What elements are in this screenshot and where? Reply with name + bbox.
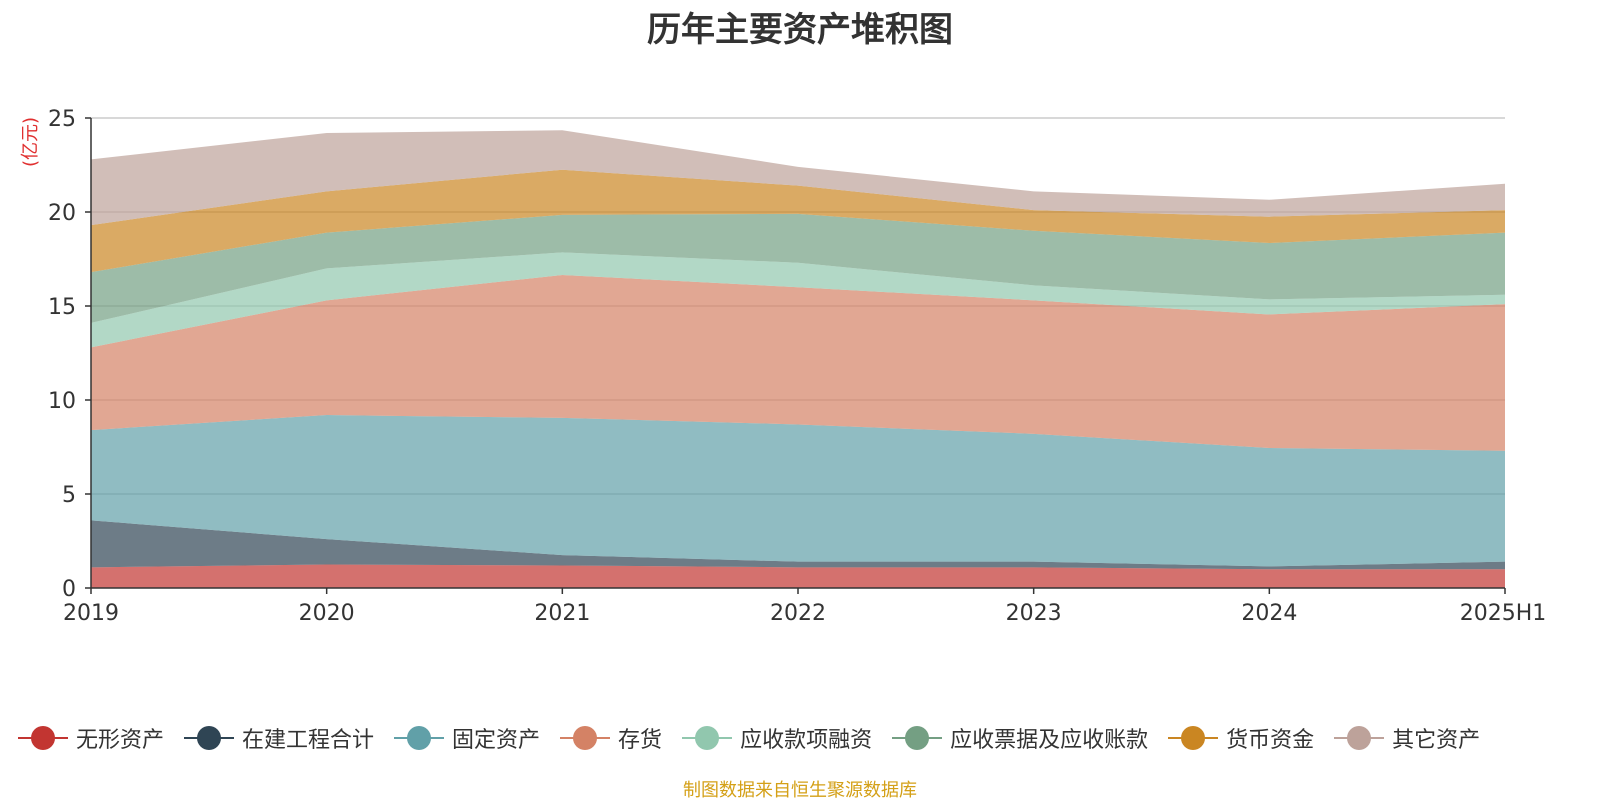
legend-marker-icon [1334, 725, 1385, 751]
legend-item-8[interactable]: 其它资产 [1334, 722, 1480, 754]
chart-title: 历年主要资产堆积图 [647, 10, 953, 50]
area-series-4[interactable] [91, 274, 1505, 451]
legend-item-5[interactable]: 应收款项融资 [682, 722, 872, 754]
y-axis-label: (亿元) [20, 117, 41, 167]
legend-marker-icon [682, 725, 733, 751]
x-tick-label: 2020 [299, 601, 355, 626]
y-tick-label: 25 [48, 107, 76, 132]
area-series-6[interactable] [91, 213, 1505, 323]
x-tick-label: 2025H1 [1460, 601, 1547, 626]
legend-item-4[interactable]: 存货 [560, 722, 662, 754]
legend: 无形资产 在建工程合计 固定资产 存货 应收款项融资 应收票据及应收账款 货币资金 其它资产 [18, 720, 1500, 756]
x-tick-label: 2024 [1241, 601, 1297, 626]
y-tick-label: 15 [48, 295, 76, 320]
legend-marker-icon [394, 725, 445, 751]
legend-marker-icon [184, 725, 235, 751]
legend-item-6[interactable]: 应收票据及应收账款 [892, 722, 1148, 754]
area-series-7[interactable] [91, 169, 1505, 273]
area-series-1[interactable] [91, 564, 1505, 589]
legend-label: 其它资产 [1392, 728, 1481, 753]
source-note: 制图数据来自恒生聚源数据库 [683, 780, 917, 801]
legend-item-1[interactable]: 无形资产 [18, 722, 164, 754]
legend-label: 应收票据及应收账款 [950, 728, 1149, 753]
legend-label: 货币资金 [1226, 728, 1315, 753]
x-tick-label: 2023 [1006, 601, 1062, 626]
legend-label: 存货 [618, 728, 663, 753]
x-tick-label: 2022 [770, 601, 826, 626]
area-series-2[interactable] [91, 520, 1505, 570]
area-series-5[interactable] [91, 252, 1505, 348]
area-series-3[interactable] [91, 415, 1505, 567]
legend-marker-icon [560, 725, 611, 751]
y-tick-label: 5 [62, 483, 76, 508]
y-tick-label: 10 [48, 389, 76, 414]
legend-item-3[interactable]: 固定资产 [394, 722, 540, 754]
area-series-8[interactable] [91, 130, 1505, 226]
legend-marker-icon [18, 725, 68, 751]
area-series [91, 130, 1505, 588]
x-tick-label: 2021 [534, 601, 590, 626]
legend-marker-icon [892, 725, 943, 751]
legend-label: 在建工程合计 [242, 728, 375, 753]
y-tick-label: 0 [62, 577, 76, 602]
legend-marker-icon [1168, 725, 1219, 751]
legend-item-2[interactable]: 在建工程合计 [184, 722, 374, 754]
x-tick-label: 2019 [63, 601, 119, 626]
legend-label: 无形资产 [76, 728, 165, 753]
axes: 0 5 10 15 20 25 2019 2020 2021 2022 2023 2024 2025H1 [48, 107, 1546, 626]
legend-item-7[interactable]: 货币资金 [1168, 722, 1314, 754]
legend-label: 固定资产 [452, 728, 541, 753]
y-tick-label: 20 [48, 201, 76, 226]
legend-label: 应收款项融资 [740, 728, 873, 753]
